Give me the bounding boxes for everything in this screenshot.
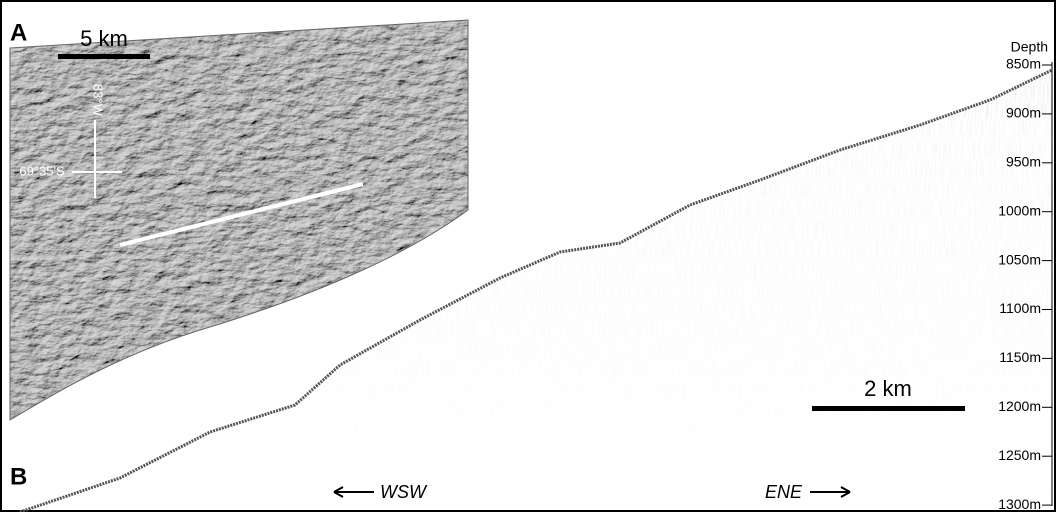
depth-tick-label: 1050m (998, 251, 1041, 267)
direction-right (810, 486, 851, 498)
direction-left (333, 486, 374, 498)
direction-label: WSW (380, 482, 428, 502)
scale-bar (812, 406, 965, 411)
depth-tick-label: 1150m (999, 349, 1041, 365)
longitude-label: 83°W (91, 84, 106, 117)
direction-label: ENE (765, 482, 803, 502)
depth-tick-label: 950m (1006, 154, 1041, 170)
seismic-profile (19, 68, 1053, 514)
relief-map (9, 19, 469, 421)
latitude-label: 69°35'S (19, 163, 65, 178)
scale-bar (58, 54, 150, 59)
scale-label: 5 km (80, 26, 128, 51)
depth-tick-label: 1000m (998, 202, 1041, 218)
axis-title: Depth (1011, 39, 1048, 55)
depth-tick-label: 1250m (998, 447, 1041, 463)
depth-tick-label: 850m (1006, 56, 1041, 72)
depth-tick-label: 1200m (998, 398, 1041, 414)
panel-label: A (10, 19, 27, 46)
depth-tick-label: 1300m (998, 496, 1041, 512)
depth-tick-label: 1100m (999, 300, 1041, 316)
scale-label: 2 km (864, 376, 912, 401)
panel-label: B (10, 463, 27, 490)
depth-tick-label: 900m (1006, 105, 1041, 121)
